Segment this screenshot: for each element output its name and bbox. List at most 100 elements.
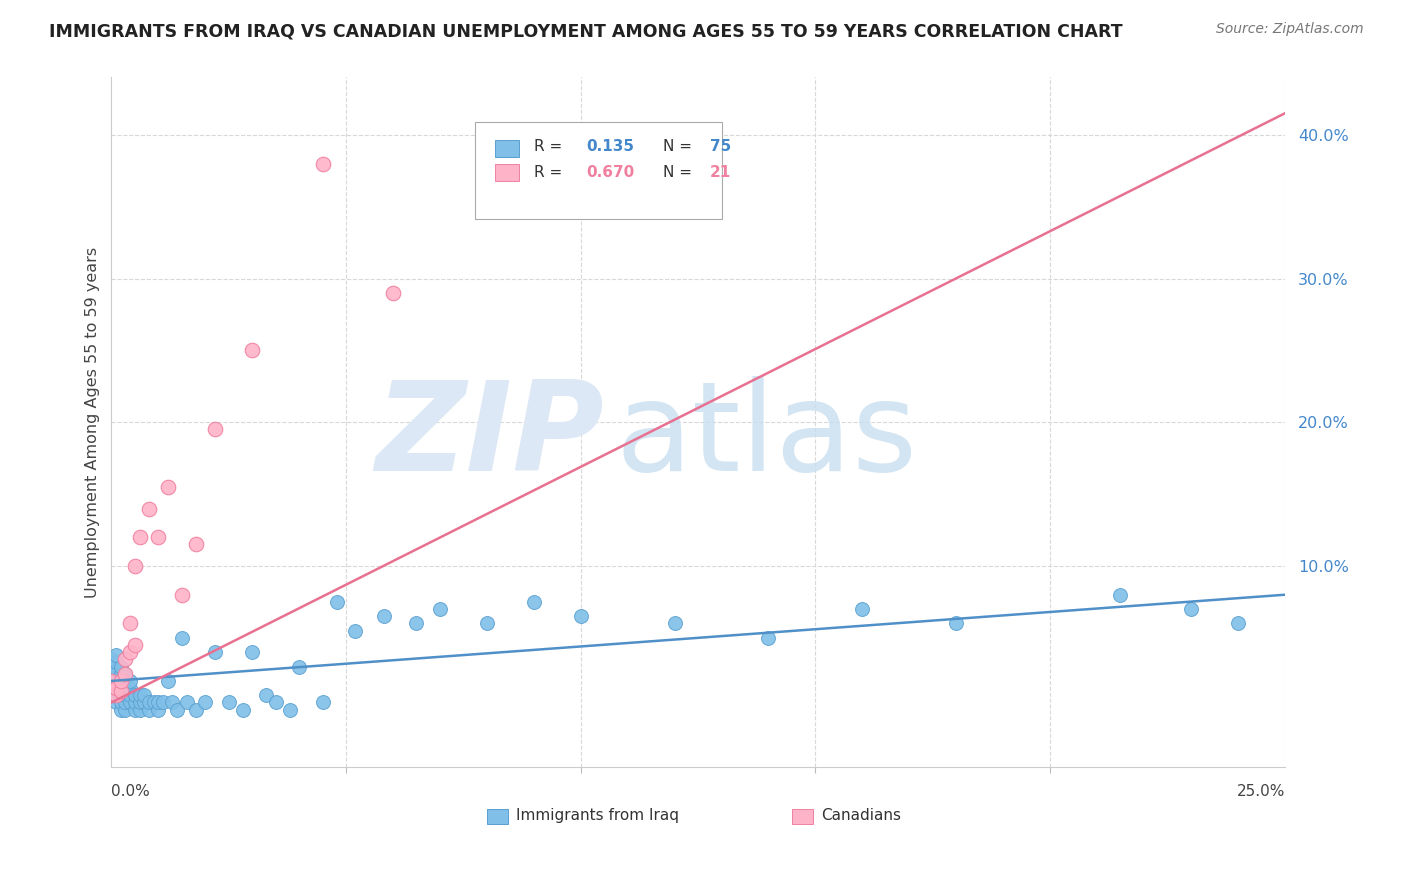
Point xyxy=(124,703,146,717)
Point xyxy=(120,645,142,659)
Point xyxy=(138,703,160,717)
Point xyxy=(1109,588,1132,602)
Point xyxy=(114,703,136,717)
Y-axis label: Unemployment Among Ages 55 to 59 years: Unemployment Among Ages 55 to 59 years xyxy=(86,247,100,598)
Point xyxy=(429,602,451,616)
Text: R =: R = xyxy=(534,139,567,154)
Point xyxy=(114,652,136,666)
Point xyxy=(114,681,136,695)
Point xyxy=(114,696,136,710)
Point xyxy=(232,703,254,717)
Point xyxy=(124,688,146,702)
Point xyxy=(218,696,240,710)
Point xyxy=(170,588,193,602)
Text: 21: 21 xyxy=(710,165,731,180)
Point xyxy=(114,673,136,688)
Point xyxy=(288,659,311,673)
Point xyxy=(162,696,184,710)
Text: 0.0%: 0.0% xyxy=(111,784,150,799)
Point xyxy=(148,530,170,544)
Point xyxy=(194,696,217,710)
Point xyxy=(148,703,170,717)
Point xyxy=(311,156,333,170)
Point xyxy=(240,343,263,358)
Point xyxy=(120,673,142,688)
Point xyxy=(311,696,333,710)
Point xyxy=(114,688,136,702)
Point xyxy=(110,673,132,688)
Point xyxy=(110,696,132,710)
Point xyxy=(945,616,967,631)
FancyBboxPatch shape xyxy=(495,164,519,181)
Point xyxy=(110,659,132,673)
Point xyxy=(124,638,146,652)
Point xyxy=(105,688,128,702)
Point xyxy=(373,609,395,624)
FancyBboxPatch shape xyxy=(475,122,721,219)
Text: 25.0%: 25.0% xyxy=(1236,784,1285,799)
Point xyxy=(105,655,128,669)
Point xyxy=(128,696,150,710)
Point xyxy=(176,696,198,710)
Point xyxy=(105,673,128,688)
Point xyxy=(405,616,427,631)
Point xyxy=(110,681,132,695)
Point xyxy=(156,480,179,494)
Point xyxy=(142,696,165,710)
Point xyxy=(138,696,160,710)
Point xyxy=(166,703,188,717)
Point xyxy=(124,696,146,710)
Point xyxy=(105,666,128,681)
Point xyxy=(114,666,136,681)
Point xyxy=(105,681,128,695)
Point xyxy=(128,530,150,544)
Point xyxy=(114,666,136,681)
Point xyxy=(240,645,263,659)
Point xyxy=(120,696,142,710)
Point xyxy=(1226,616,1249,631)
Point xyxy=(105,681,128,695)
Point xyxy=(120,681,142,695)
Point xyxy=(100,673,122,688)
Text: 0.135: 0.135 xyxy=(586,139,634,154)
Text: N =: N = xyxy=(662,139,697,154)
Point xyxy=(120,688,142,702)
Point xyxy=(184,537,207,551)
Text: 0.670: 0.670 xyxy=(586,165,636,180)
Point xyxy=(138,501,160,516)
Text: R =: R = xyxy=(534,165,567,180)
FancyBboxPatch shape xyxy=(792,808,813,823)
Text: atlas: atlas xyxy=(616,376,918,497)
Point xyxy=(110,666,132,681)
Point xyxy=(475,616,498,631)
Point xyxy=(156,673,179,688)
Point xyxy=(134,696,156,710)
Point xyxy=(105,688,128,702)
Point xyxy=(664,616,686,631)
Point xyxy=(128,703,150,717)
Point xyxy=(134,688,156,702)
Point xyxy=(170,631,193,645)
FancyBboxPatch shape xyxy=(495,139,519,157)
Point xyxy=(100,659,122,673)
Point xyxy=(100,652,122,666)
Point xyxy=(382,285,405,300)
Point xyxy=(148,696,170,710)
Text: Canadians: Canadians xyxy=(821,808,901,823)
Point xyxy=(1180,602,1202,616)
Point xyxy=(105,663,128,677)
Point xyxy=(569,609,592,624)
Point xyxy=(105,696,128,710)
Point xyxy=(152,696,174,710)
Point xyxy=(105,648,128,662)
Point xyxy=(278,703,301,717)
Point xyxy=(204,422,226,436)
Point xyxy=(758,631,780,645)
Point xyxy=(851,602,873,616)
Point xyxy=(120,616,142,631)
Text: Source: ZipAtlas.com: Source: ZipAtlas.com xyxy=(1216,22,1364,37)
Point xyxy=(100,681,122,695)
Text: IMMIGRANTS FROM IRAQ VS CANADIAN UNEMPLOYMENT AMONG AGES 55 TO 59 YEARS CORRELAT: IMMIGRANTS FROM IRAQ VS CANADIAN UNEMPLO… xyxy=(49,22,1123,40)
Point xyxy=(344,624,367,638)
Text: Immigrants from Iraq: Immigrants from Iraq xyxy=(516,808,679,823)
